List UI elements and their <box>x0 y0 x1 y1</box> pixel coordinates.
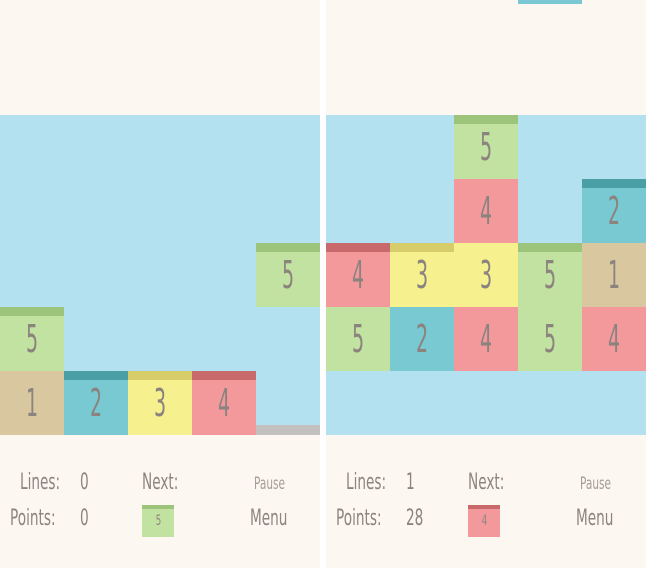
tile-cap <box>326 243 390 252</box>
tile-cap <box>0 307 64 316</box>
tile-cap <box>256 243 320 252</box>
next-tile-value: 5 <box>155 513 161 529</box>
tile-cap <box>518 243 582 252</box>
tile: 5 <box>326 307 390 371</box>
tile-value: 1 <box>607 253 621 297</box>
tile: 4 <box>326 243 390 307</box>
tile-cap <box>128 371 192 380</box>
tile-value: 5 <box>25 317 39 361</box>
tile-value: 5 <box>543 253 557 297</box>
tile-value: 5 <box>479 125 493 169</box>
tile: 4 <box>454 179 518 243</box>
tile-value: 4 <box>479 317 493 361</box>
points-value: 0 <box>80 506 89 531</box>
tile-value: 5 <box>281 253 295 297</box>
tile: 5 <box>454 115 518 179</box>
tile-value: 4 <box>479 189 493 233</box>
tile-value: 2 <box>607 189 621 233</box>
tile-value: 1 <box>25 381 39 425</box>
tile-value: 2 <box>89 381 103 425</box>
next-tile-value: 4 <box>481 513 487 529</box>
tile-value: 3 <box>479 253 493 297</box>
lines-value: 1 <box>406 470 415 495</box>
points-label: Points: <box>10 506 56 531</box>
menu-button[interactable]: Menu <box>250 506 288 531</box>
game-board[interactable]: 5 5 1 2 3 4 <box>0 115 320 435</box>
ground-marker <box>256 425 320 435</box>
tile: 2 <box>582 179 646 243</box>
tile-cap <box>64 371 128 380</box>
game-board[interactable]: 5 4 2 4 3 3 5 1 5 2 4 5 4 <box>326 115 646 435</box>
tile-value: 3 <box>153 381 167 425</box>
tile: 5 <box>256 243 320 307</box>
lines-label: Lines: <box>346 470 387 495</box>
next-label: Next: <box>142 470 179 495</box>
screen-divider <box>320 0 326 568</box>
tile: 5 <box>518 307 582 371</box>
tile: 2 <box>390 307 454 371</box>
next-tile-cap <box>142 505 174 509</box>
tile: 3 <box>390 243 454 307</box>
tile-cap <box>390 243 454 252</box>
next-tile-preview: 4 <box>468 505 500 537</box>
pause-button[interactable]: Pause <box>254 474 285 494</box>
tile-value: 5 <box>543 317 557 361</box>
next-tile-cap <box>468 505 500 509</box>
next-tile-preview: 5 <box>142 505 174 537</box>
lines-value: 0 <box>80 470 89 495</box>
pause-button[interactable]: Pause <box>580 474 611 494</box>
next-label: Next: <box>468 470 505 495</box>
tile-value: 2 <box>415 317 429 361</box>
tile-cap <box>192 371 256 380</box>
tile: 4 <box>582 307 646 371</box>
tile-cap <box>582 179 646 188</box>
tile-cap <box>454 115 518 124</box>
tile-value: 3 <box>415 253 429 297</box>
tile-value: 4 <box>351 253 365 297</box>
points-label: Points: <box>336 506 382 531</box>
tile: 4 <box>192 371 256 435</box>
tile: 1 <box>582 243 646 307</box>
tile: 3 <box>128 371 192 435</box>
tile: 5 <box>518 243 582 307</box>
falling-block-edge <box>518 0 582 4</box>
tile-value: 4 <box>607 317 621 361</box>
tile-value: 4 <box>217 381 231 425</box>
menu-button[interactable]: Menu <box>576 506 614 531</box>
tile-value: 5 <box>351 317 365 361</box>
tile: 1 <box>0 371 64 435</box>
points-value: 28 <box>406 506 424 531</box>
tile: 2 <box>64 371 128 435</box>
lines-label: Lines: <box>20 470 61 495</box>
tile: 3 <box>454 243 518 307</box>
tile: 5 <box>0 307 64 371</box>
tile: 4 <box>454 307 518 371</box>
